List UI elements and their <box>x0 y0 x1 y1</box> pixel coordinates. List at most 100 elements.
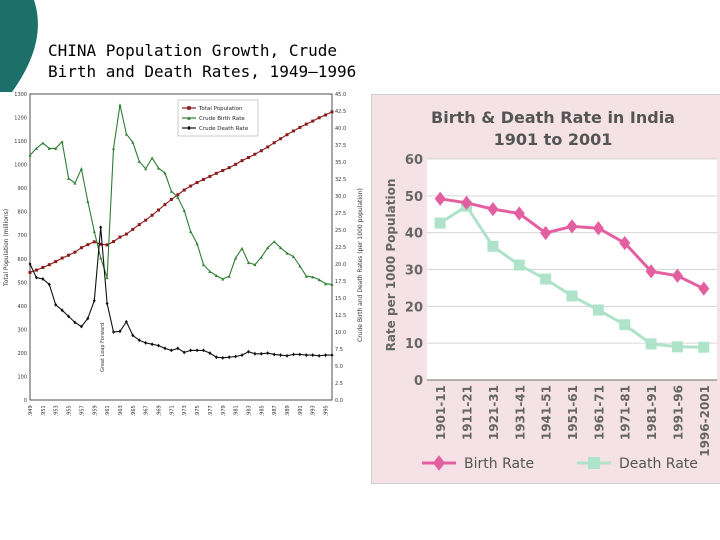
crude-birth-rate-point <box>253 263 257 267</box>
total-population-point <box>176 193 180 197</box>
total-population-point <box>150 213 154 217</box>
birth-rate-point <box>645 264 657 279</box>
crude-death-rate-point <box>324 353 328 358</box>
china-right-tick-label: 25.0 <box>335 228 346 234</box>
total-population-point <box>99 242 103 246</box>
total-population-point <box>86 243 90 247</box>
corner-shape <box>0 0 38 92</box>
death-rate-point <box>487 240 499 252</box>
china-x-tick-label: 1993 <box>311 405 317 416</box>
india-legend-marker <box>433 455 445 471</box>
total-population-point <box>201 177 205 181</box>
crude-birth-rate-point <box>34 146 38 150</box>
crude-death-rate-point <box>34 275 38 280</box>
crude-birth-rate-point <box>79 167 83 171</box>
total-population-point <box>137 223 141 227</box>
crude-death-rate-point <box>131 333 135 338</box>
china-left-tick-label: 900 <box>17 186 27 192</box>
crude-death-rate-point <box>112 330 116 334</box>
crude-birth-rate-point <box>99 256 103 260</box>
china-x-tick-label: 1977 <box>208 405 214 416</box>
birth-rate-point <box>671 268 683 283</box>
total-population-point <box>317 116 321 120</box>
crude-death-rate-point <box>150 342 154 347</box>
crude-birth-rate-point <box>298 264 302 268</box>
slide-title: CHINA Population Growth, Crude Birth and… <box>48 41 357 81</box>
birth-rate-point <box>540 225 552 241</box>
crude-death-rate-point <box>317 353 321 358</box>
crude-birth-rate-point <box>144 167 148 171</box>
china-left-tick-label: 1300 <box>14 92 27 98</box>
china-right-tick-label: 35.0 <box>335 160 346 166</box>
total-population-point <box>189 184 193 188</box>
crude-birth-rate-point <box>41 141 45 145</box>
crude-death-rate-point <box>234 354 238 359</box>
china-x-tick-label: 1957 <box>79 405 85 416</box>
china-left-tick-label: 1100 <box>14 139 27 145</box>
total-population-point <box>34 268 38 272</box>
crude-birth-rate-point <box>330 282 334 286</box>
crude-death-rate-point <box>208 351 212 356</box>
crude-birth-rate-point <box>214 274 218 278</box>
china-right-tick-label: 0.0 <box>335 398 343 404</box>
total-population-point <box>227 166 231 170</box>
india-x-tick-label: 1941-51 <box>540 385 554 440</box>
china-x-tick-label: 1987 <box>272 405 278 416</box>
total-population-point <box>208 174 212 178</box>
china-x-tick-label: 1969 <box>157 405 163 416</box>
china-plot-frame <box>29 93 333 401</box>
total-population-point <box>324 113 328 117</box>
india-y-tick-label: 50 <box>405 190 423 205</box>
china-x-tick-label: 1955 <box>67 405 73 416</box>
india-x-tick-label: 1991-96 <box>671 385 685 440</box>
china-right-tick-label: 12.5 <box>335 313 346 319</box>
crude-birth-rate-point <box>118 103 122 107</box>
china-left-tick-label: 300 <box>17 327 27 333</box>
china-legend-marker <box>187 106 191 110</box>
crude-birth-rate-point <box>240 246 244 250</box>
crude-death-rate-point <box>285 353 289 358</box>
total-population-point <box>79 246 83 250</box>
crude-death-rate-point <box>144 340 148 345</box>
birth-rate-point <box>698 281 710 296</box>
crude-birth-rate-point <box>227 274 231 278</box>
total-population-point <box>272 141 276 145</box>
crude-death-rate-point <box>67 314 71 319</box>
total-population-point <box>28 270 32 274</box>
total-population-point <box>221 169 225 172</box>
crude-death-rate-point <box>47 282 51 287</box>
india-x-tick-label: 1971-81 <box>619 385 633 440</box>
slide-corner-decoration <box>0 0 38 92</box>
crude-birth-rate-point <box>279 246 283 250</box>
india-legend-label: Birth Rate <box>464 456 534 472</box>
crude-birth-rate-point <box>182 208 186 212</box>
crude-birth-rate-point <box>311 275 315 279</box>
china-x-tick-label: 1951 <box>41 405 47 416</box>
crude-death-rate-point <box>304 353 308 358</box>
china-right-tick-label: 17.5 <box>335 279 346 285</box>
total-population-point <box>330 110 334 114</box>
crude-death-rate-point <box>240 353 244 358</box>
total-population-point <box>112 240 116 244</box>
great-leap-forward-annotation: Great Leap Forward <box>100 323 106 372</box>
death-rate-point <box>540 273 552 285</box>
crude-death-rate-point <box>227 355 231 360</box>
crude-death-rate-point <box>330 353 334 358</box>
crude-birth-rate-point <box>291 255 295 259</box>
india-y-axis-label: Rate per 1000 Population <box>384 179 398 352</box>
crude-birth-rate-point <box>47 146 51 150</box>
total-population-point <box>54 260 58 264</box>
china-right-tick-label: 22.5 <box>335 245 346 251</box>
death-rate-point <box>434 217 446 229</box>
crude-birth-rate-point <box>54 146 58 150</box>
crude-birth-rate-point <box>208 269 212 273</box>
total-population-point <box>253 152 257 156</box>
birth-rate-point <box>434 191 446 206</box>
china-x-tick-label: 1995 <box>324 405 330 416</box>
crude-birth-rate-point <box>67 176 71 180</box>
india-y-tick-label: 60 <box>405 153 423 168</box>
india-x-tick-label: 1996-2001 <box>698 385 712 457</box>
crude-birth-rate-point <box>195 242 199 246</box>
total-population-point <box>246 156 250 160</box>
crude-birth-rate-point <box>169 189 173 193</box>
